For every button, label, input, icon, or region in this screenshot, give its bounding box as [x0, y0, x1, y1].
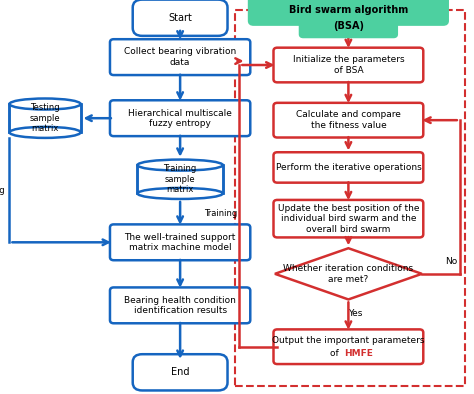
FancyBboxPatch shape	[110, 100, 250, 136]
Text: Calculate and compare
the fitness value: Calculate and compare the fitness value	[296, 110, 401, 130]
Text: Testing
sample
matrix: Testing sample matrix	[30, 103, 60, 133]
Text: Start: Start	[168, 13, 192, 23]
Text: The well-trained support
matrix machine model: The well-trained support matrix machine …	[125, 232, 236, 252]
Text: of: of	[329, 349, 341, 357]
Text: (BSA): (BSA)	[333, 20, 364, 31]
FancyBboxPatch shape	[249, 0, 448, 25]
FancyBboxPatch shape	[133, 0, 228, 36]
Text: Yes: Yes	[348, 309, 363, 318]
Text: Whether iteration conditions
are met?: Whether iteration conditions are met?	[283, 264, 413, 284]
Text: Output the important parameters: Output the important parameters	[272, 336, 425, 345]
FancyBboxPatch shape	[273, 200, 423, 238]
Text: Perform the iterative operations: Perform the iterative operations	[275, 163, 421, 172]
Ellipse shape	[9, 127, 81, 138]
FancyBboxPatch shape	[273, 103, 423, 138]
Ellipse shape	[137, 188, 223, 199]
FancyBboxPatch shape	[300, 14, 397, 37]
FancyBboxPatch shape	[110, 225, 250, 260]
Text: Bearing health condition
identification results: Bearing health condition identification …	[124, 296, 236, 315]
Text: HMFE: HMFE	[345, 349, 374, 357]
Text: No: No	[445, 257, 457, 266]
Ellipse shape	[9, 98, 81, 110]
Text: Update the best position of the
individual bird swarm and the
overall bird swarm: Update the best position of the individu…	[278, 204, 419, 234]
FancyBboxPatch shape	[133, 354, 228, 390]
FancyBboxPatch shape	[273, 48, 423, 82]
Bar	[137, 165, 223, 193]
Bar	[9, 104, 81, 132]
FancyBboxPatch shape	[110, 39, 250, 75]
Text: Hierarchical multiscale
fuzzy entropy: Hierarchical multiscale fuzzy entropy	[128, 108, 232, 128]
FancyBboxPatch shape	[235, 10, 465, 386]
Text: Testing: Testing	[0, 186, 5, 195]
FancyBboxPatch shape	[273, 152, 423, 183]
Polygon shape	[275, 248, 422, 299]
FancyBboxPatch shape	[273, 329, 423, 364]
Text: Training: Training	[204, 209, 237, 218]
Text: Collect bearing vibration
data: Collect bearing vibration data	[124, 47, 236, 67]
Ellipse shape	[137, 160, 223, 171]
Text: Bird swarm algorithm: Bird swarm algorithm	[289, 5, 408, 15]
FancyBboxPatch shape	[110, 288, 250, 323]
Text: Training
sample
matrix: Training sample matrix	[164, 164, 197, 194]
Text: Initialize the parameters
of BSA: Initialize the parameters of BSA	[292, 55, 404, 75]
Text: End: End	[171, 367, 190, 377]
